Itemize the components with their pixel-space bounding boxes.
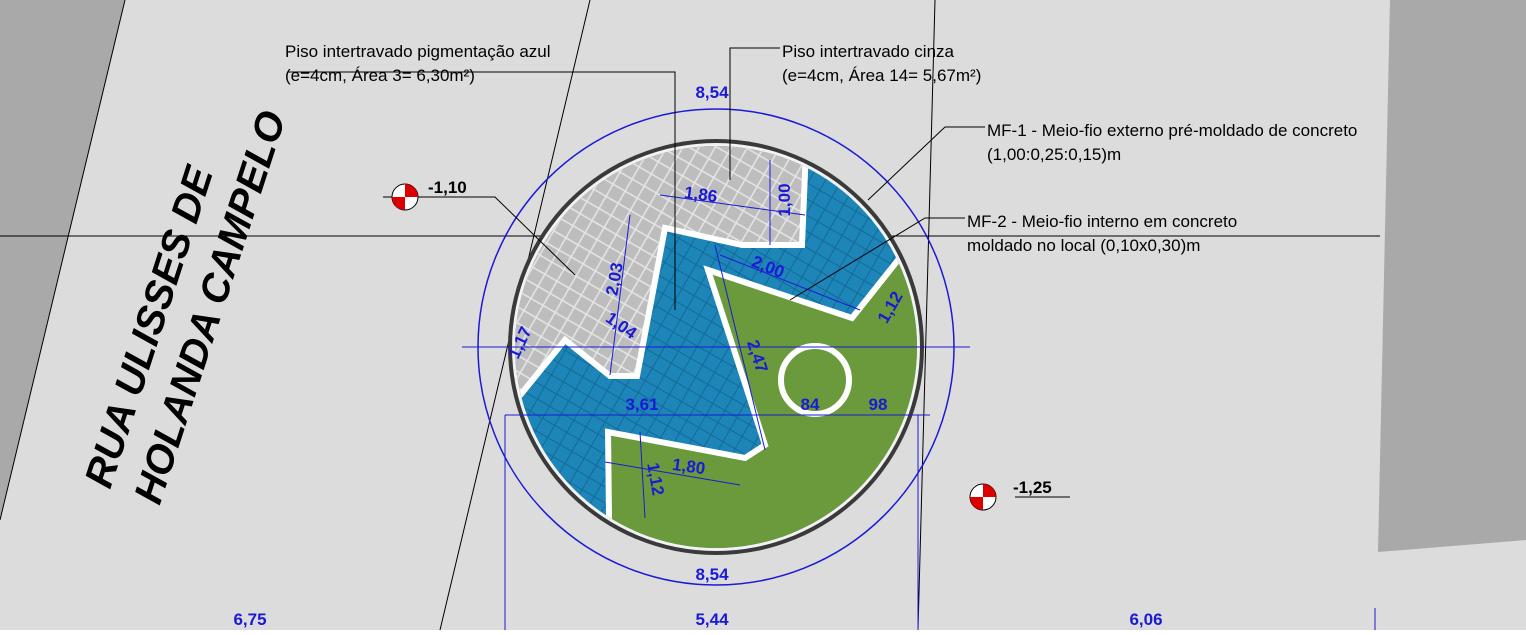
leaders xyxy=(288,47,1070,498)
note: (e=4cm, Área 3= 6,30m²) xyxy=(285,66,475,85)
right-block xyxy=(1378,0,1526,552)
note: (1,00:0,25:0,15)m xyxy=(987,145,1121,164)
dimension: 1,00 xyxy=(775,183,794,216)
note: (e=4cm, Área 14= 5,67m²) xyxy=(782,66,981,85)
note: Piso intertravado pigmentação azul xyxy=(285,42,551,61)
dimension: 1,86 xyxy=(683,183,718,206)
note: Piso intertravado cinza xyxy=(782,42,955,61)
dimension: 8,54 xyxy=(695,83,729,102)
note: MF-1 - Meio-fio externo pré-moldado de c… xyxy=(987,121,1357,140)
dimension: 1,80 xyxy=(671,455,706,478)
dimension-lines xyxy=(462,160,1376,630)
dimension: 6,75 xyxy=(233,610,266,629)
note: MF-2 - Meio-fio interno em concreto xyxy=(967,212,1237,231)
dimension: 8,54 xyxy=(695,565,729,584)
dimension: 5,44 xyxy=(695,610,729,629)
dimension: 84 xyxy=(801,395,820,414)
dimension: 3,61 xyxy=(625,395,658,414)
dimension: 98 xyxy=(869,395,888,414)
level: -1,10 xyxy=(428,178,467,197)
dimension: 6,06 xyxy=(1129,610,1162,629)
level-markers xyxy=(391,183,997,511)
level: -1,25 xyxy=(1013,478,1052,497)
note: moldado no local (0,10x0,30)m xyxy=(967,236,1200,255)
